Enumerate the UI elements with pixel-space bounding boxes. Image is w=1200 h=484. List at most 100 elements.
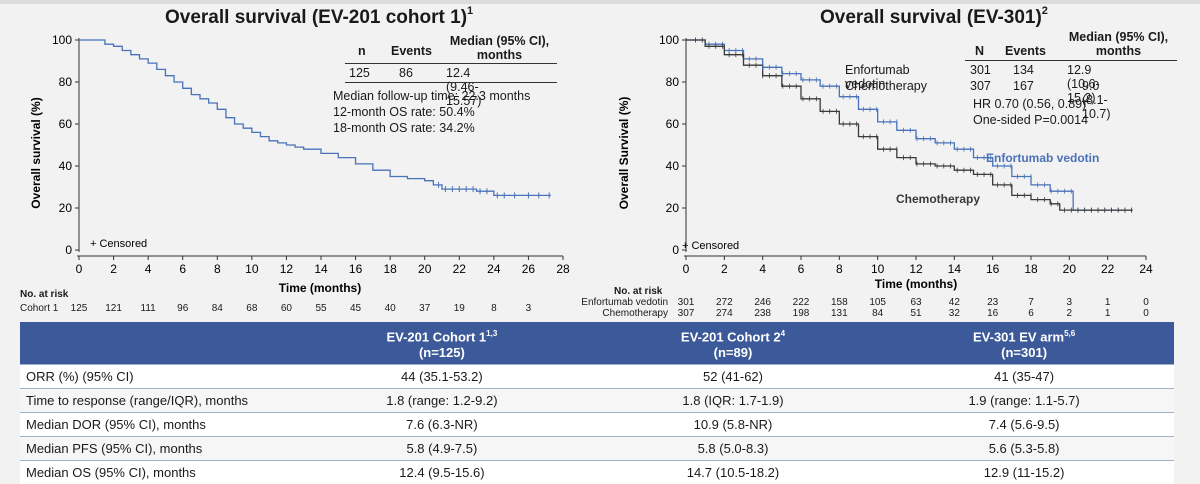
right-risk-value: 1 <box>1093 308 1123 319</box>
right-censored-legend: + Censored <box>682 240 739 252</box>
right-y-tick-label: 0 <box>672 243 679 257</box>
summary-header-ev201-c1: EV-201 Cohort 11,3(n=125) <box>292 322 592 365</box>
left-risk-value: 55 <box>306 303 336 314</box>
cell-ev201-c2: 5.8 (5.0-8.3) <box>592 437 874 461</box>
table-row: Median PFS (95% CI), months 5.8 (4.9-7.5… <box>20 437 1174 461</box>
right-x-tick-label: 6 <box>798 262 805 276</box>
left-note-followup: Median follow-up time: 22.3 months <box>333 89 530 103</box>
right-x-tick-label: 4 <box>759 262 766 276</box>
right-risk-value: 1 <box>1093 297 1123 308</box>
right-x-tick-label: 14 <box>948 262 962 276</box>
right-x-tick-label: 8 <box>836 262 843 276</box>
right-risk-value: 16 <box>978 308 1008 319</box>
left-x-axis-label: Time (months) <box>279 281 361 295</box>
cell-ev201-c2: 14.7 (10.5-18.2) <box>592 461 874 484</box>
left-y-tick-label: 60 <box>59 117 73 131</box>
right-risk-value: 32 <box>939 308 969 319</box>
right-risk-value: 6 <box>1016 308 1046 319</box>
right-stats-header-n: N <box>975 44 984 58</box>
row-label: Median DOR (95% CI), months <box>20 413 292 437</box>
right-chart-title: Overall survival (EV-301)2 <box>820 7 1048 29</box>
cell-ev201-c1: 44 (35.1-53.2) <box>292 365 592 389</box>
right-y-axis-label: Overall Survival (%) <box>617 97 631 210</box>
right-x-tick-label: 2 <box>721 262 728 276</box>
left-note-18mo: 18-month OS rate: 34.2% <box>333 121 475 135</box>
left-risk-value: 40 <box>375 303 405 314</box>
left-risk-value: 111 <box>133 303 163 314</box>
cell-ev201-c1: 12.4 (9.5-15.6) <box>292 461 592 484</box>
left-stats-rule-bottom <box>345 82 557 83</box>
series-label-chemo: Chemotherapy <box>896 192 980 206</box>
right-stats-ev-n: 301 <box>970 63 991 77</box>
right-risk-value: 274 <box>709 308 739 319</box>
right-risk-title: No. at risk <box>614 286 662 297</box>
right-stats-ev-events: 134 <box>1013 63 1034 77</box>
left-x-tick-label: 16 <box>349 262 363 276</box>
left-y-tick-label: 40 <box>59 159 73 173</box>
left-x-tick-label: 4 <box>145 262 152 276</box>
row-label: Median OS (95% CI), months <box>20 461 292 484</box>
cell-ev201-c1: 7.6 (6.3-NR) <box>292 413 592 437</box>
left-risk-label-cohort1: Cohort 1 <box>20 303 58 314</box>
right-risk-value: 84 <box>863 308 893 319</box>
right-stats-header-events: Events <box>1005 44 1046 58</box>
right-risk-value: 105 <box>863 297 893 308</box>
left-y-tick-label: 0 <box>65 243 72 257</box>
right-risk-value: 63 <box>901 297 931 308</box>
left-risk-value: 68 <box>237 303 267 314</box>
left-y-tick-label: 20 <box>59 201 73 215</box>
right-risk-value: 272 <box>709 297 739 308</box>
cell-ev201-c2: 10.9 (5.8-NR) <box>592 413 874 437</box>
right-risk-value: 246 <box>748 297 778 308</box>
right-x-tick-label: 10 <box>871 262 885 276</box>
right-stats-chemo-label: Chemotherapy <box>845 79 927 93</box>
right-risk-value: 301 <box>671 297 701 308</box>
left-x-tick-label: 22 <box>453 262 467 276</box>
table-row: ORR (%) (95% CI) 44 (35.1-53.2) 52 (41-6… <box>20 365 1174 389</box>
right-stats-chemo-events: 167 <box>1013 79 1034 93</box>
cell-ev201-c2: 52 (41-62) <box>592 365 874 389</box>
left-risk-value: 96 <box>168 303 198 314</box>
left-note-12mo: 12-month OS rate: 50.4% <box>333 105 475 119</box>
left-stats-header-n: n <box>358 44 366 58</box>
right-y-tick-label: 80 <box>666 75 680 89</box>
right-y-tick-label: 60 <box>666 117 680 131</box>
left-x-tick-label: 28 <box>556 262 570 276</box>
table-row: Median OS (95% CI), months 12.4 (9.5-15.… <box>20 461 1174 484</box>
right-x-tick-label: 0 <box>683 262 690 276</box>
right-risk-value: 158 <box>824 297 854 308</box>
left-x-tick-label: 10 <box>245 262 259 276</box>
right-risk-value: 131 <box>824 308 854 319</box>
left-y-axis-label: Overall survival (%) <box>29 97 43 208</box>
table-row: Time to response (range/IQR), months 1.8… <box>20 389 1174 413</box>
right-risk-value: 42 <box>939 297 969 308</box>
left-y-tick-label: 100 <box>52 33 72 47</box>
left-chart-title: Overall survival (EV-201 cohort 1)1 <box>165 7 473 29</box>
right-risk-value: 222 <box>786 297 816 308</box>
left-risk-value: 121 <box>99 303 129 314</box>
left-x-tick-label: 26 <box>522 262 536 276</box>
table-row: Median DOR (95% CI), months 7.6 (6.3-NR)… <box>20 413 1174 437</box>
left-x-tick-label: 0 <box>76 262 83 276</box>
right-stats-chemo-n: 307 <box>970 79 991 93</box>
right-risk-value: 23 <box>978 297 1008 308</box>
cell-ev301: 5.6 (5.3-5.8) <box>874 437 1174 461</box>
left-risk-value: 84 <box>202 303 232 314</box>
left-risk-value: 60 <box>271 303 301 314</box>
right-risk-value: 238 <box>748 308 778 319</box>
left-x-tick-label: 24 <box>487 262 501 276</box>
summary-table: EV-201 Cohort 11,3(n=125) EV-201 Cohort … <box>20 322 1174 484</box>
cell-ev301: 12.9 (11-15.2) <box>874 461 1174 484</box>
summary-header-ev201-c2: EV-201 Cohort 24(n=89) <box>592 322 874 365</box>
right-stats-header-median: Median (95% CI), months <box>1061 30 1176 58</box>
right-risk-label-chemo: Chemotherapy <box>540 308 668 319</box>
right-y-tick-label: 20 <box>666 201 680 215</box>
right-stats-rule <box>965 60 1177 61</box>
right-x-tick-label: 22 <box>1101 262 1115 276</box>
left-x-tick-label: 20 <box>418 262 432 276</box>
left-x-tick-label: 12 <box>280 262 294 276</box>
cell-ev201-c2: 1.8 (IQR: 1.7-1.9) <box>592 389 874 413</box>
row-label: Time to response (range/IQR), months <box>20 389 292 413</box>
right-x-tick-label: 16 <box>986 262 1000 276</box>
right-note-hr: HR 0.70 (0.56, 0.89) <box>973 97 1086 111</box>
